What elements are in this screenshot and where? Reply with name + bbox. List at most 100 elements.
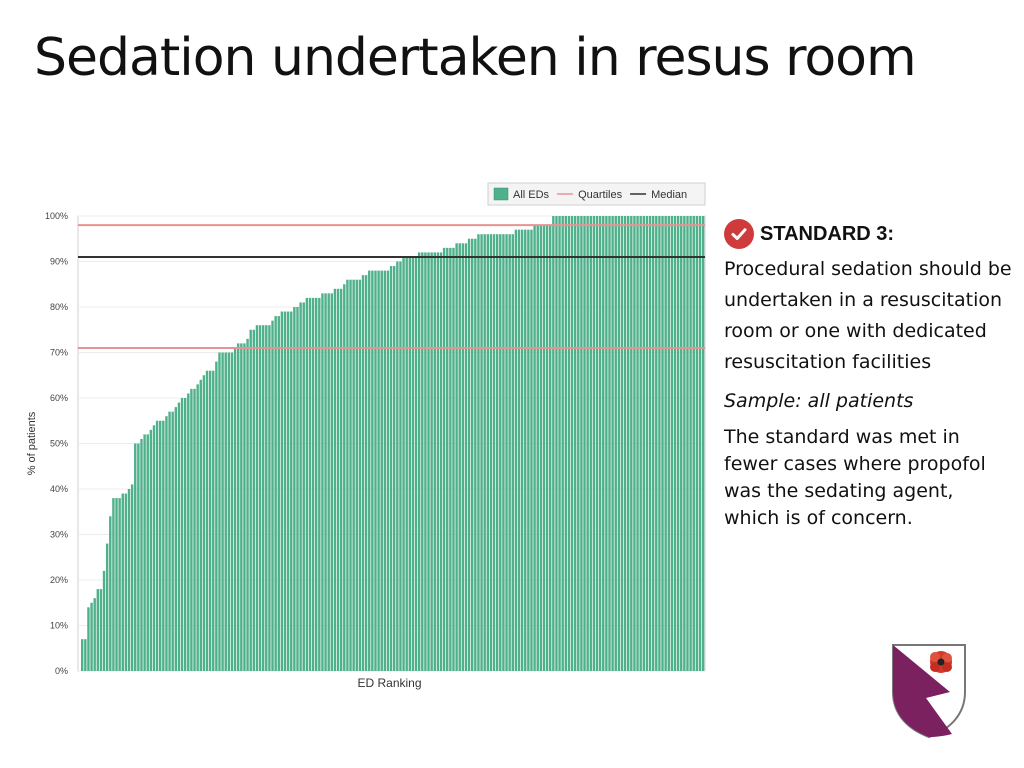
bar xyxy=(661,216,664,671)
y-tick-label: 20% xyxy=(50,575,68,585)
bar xyxy=(558,216,561,671)
bar xyxy=(252,329,256,671)
bar xyxy=(627,216,630,671)
bar xyxy=(386,270,390,671)
x-axis-label: ED Ranking xyxy=(357,676,421,690)
bar xyxy=(99,589,103,671)
bar xyxy=(495,234,499,671)
slide-title: Sedation undertaken in resus room xyxy=(34,28,917,88)
bar xyxy=(358,279,362,671)
bar xyxy=(511,234,514,671)
bar xyxy=(555,216,558,671)
bar xyxy=(371,270,374,671)
bar xyxy=(124,493,128,671)
bar xyxy=(255,325,259,671)
bar xyxy=(396,261,399,671)
legend: All EDs Quartiles Median xyxy=(487,182,706,206)
bar xyxy=(196,384,199,671)
bar xyxy=(393,266,396,671)
crest-shield-icon xyxy=(892,644,966,739)
bar xyxy=(240,343,243,671)
bar xyxy=(486,234,490,671)
bar xyxy=(165,416,168,671)
bar xyxy=(205,370,209,671)
bar xyxy=(159,420,162,671)
bar xyxy=(293,307,296,671)
bar xyxy=(152,425,156,671)
bar xyxy=(330,293,334,671)
bar xyxy=(199,379,202,671)
bar xyxy=(642,216,646,671)
bar xyxy=(433,252,436,671)
standard-heading-row: STANDARD 3: xyxy=(724,214,1014,254)
bar xyxy=(611,216,614,671)
bar xyxy=(673,216,677,671)
bar xyxy=(598,216,602,671)
bar xyxy=(180,398,184,671)
bar xyxy=(570,216,574,671)
bar xyxy=(283,311,287,671)
bar xyxy=(383,270,387,671)
bar xyxy=(639,216,642,671)
bar xyxy=(692,216,695,671)
bar xyxy=(149,429,153,671)
bar xyxy=(480,234,483,671)
bar xyxy=(645,216,649,671)
bar xyxy=(689,216,692,671)
bar xyxy=(249,329,252,671)
bar xyxy=(399,261,402,671)
bar xyxy=(633,216,636,671)
bar xyxy=(343,284,346,671)
bar xyxy=(174,407,178,671)
bar xyxy=(227,352,231,671)
legend-label: Median xyxy=(651,189,687,201)
bar xyxy=(564,216,568,671)
reference-lines-layer xyxy=(78,224,705,349)
bar xyxy=(527,229,530,671)
bar xyxy=(233,347,237,671)
bar xyxy=(183,398,187,671)
bar xyxy=(230,352,234,671)
bar xyxy=(96,589,100,671)
bar xyxy=(324,293,327,671)
bar xyxy=(651,216,655,671)
finding-note: The standard was met in fewer cases wher… xyxy=(724,426,986,529)
bar xyxy=(87,607,90,671)
bar xyxy=(118,498,121,671)
bar xyxy=(364,275,368,671)
legend-label: Quartiles xyxy=(578,189,623,201)
check-circle-icon xyxy=(724,219,754,249)
bar xyxy=(389,266,393,671)
bar xyxy=(573,216,577,671)
bar xyxy=(177,402,181,671)
bar xyxy=(405,256,408,671)
bar xyxy=(208,370,212,671)
bar xyxy=(105,543,109,671)
bar xyxy=(583,216,586,671)
bar xyxy=(698,216,702,671)
bar xyxy=(417,252,421,671)
bar xyxy=(115,498,118,671)
bar xyxy=(112,498,115,671)
y-tick-label: 30% xyxy=(50,530,68,540)
bar xyxy=(321,293,324,671)
bar xyxy=(352,279,355,671)
bar xyxy=(218,352,221,671)
bar xyxy=(130,484,134,671)
bar xyxy=(265,325,268,671)
bar xyxy=(221,352,224,671)
bar xyxy=(439,252,443,671)
bar xyxy=(567,216,571,671)
bar xyxy=(374,270,377,671)
bar xyxy=(505,234,508,671)
bar xyxy=(84,639,87,671)
bar xyxy=(299,302,302,671)
bar xyxy=(467,238,471,671)
bar xyxy=(489,234,493,671)
bar xyxy=(539,225,543,671)
bar xyxy=(542,225,546,671)
legend-label: All EDs xyxy=(513,189,550,201)
bar xyxy=(549,225,552,671)
bar xyxy=(683,216,686,671)
bar xyxy=(442,247,446,671)
